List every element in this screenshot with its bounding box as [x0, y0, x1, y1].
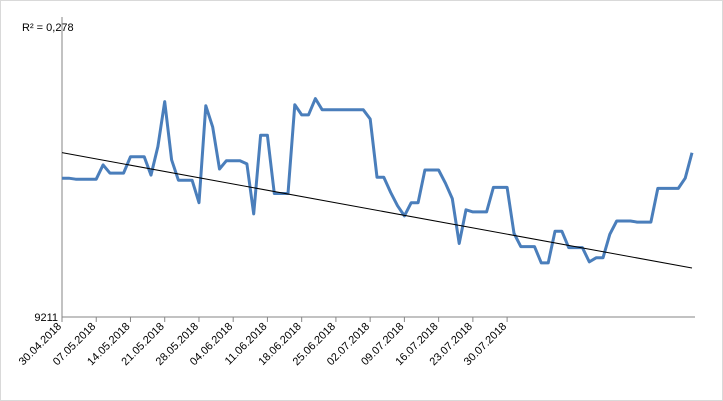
r-squared-label: R² = 0,278: [22, 22, 74, 34]
y-axis-min-label: 9211: [34, 312, 58, 324]
trendline: [61, 152, 693, 269]
series-line: [62, 97, 694, 265]
